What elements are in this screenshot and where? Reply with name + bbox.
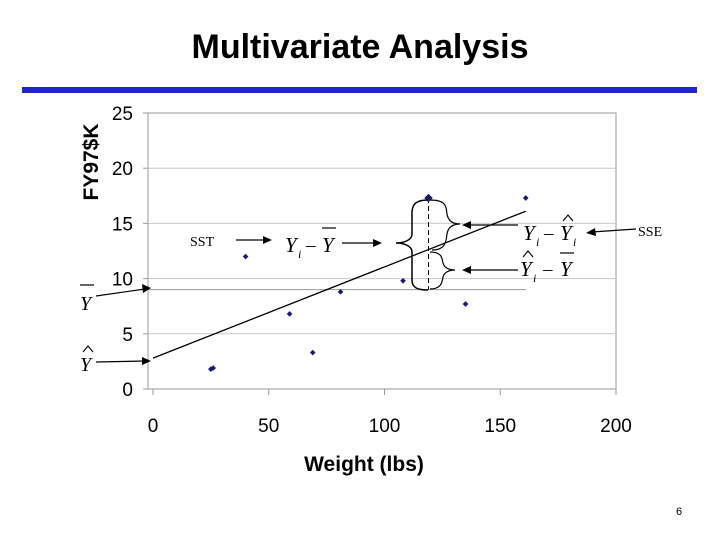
ybar-pointer-head: [142, 284, 151, 293]
y-tick-label: 20: [112, 159, 133, 180]
x-tick-label: 50: [258, 416, 279, 437]
yhat-axis-hat: [82, 345, 94, 353]
x-axis-label: Weight (lbs): [304, 453, 424, 476]
data-point: [337, 289, 344, 295]
minus-sign: –: [305, 235, 316, 256]
sse-label: SSE: [638, 225, 662, 240]
x-tick-label: 0: [148, 416, 159, 437]
regression-brace: [429, 251, 456, 290]
x-tick-marks: [152, 389, 617, 395]
ybar-pointer: [95, 288, 146, 297]
yhat-pointer: [95, 360, 146, 363]
hat-mark: [562, 214, 574, 222]
y-axis-label: FY97$K: [80, 123, 103, 200]
gridlines: [148, 167, 616, 335]
y-tick-label: 25: [112, 104, 133, 125]
data-point: [309, 349, 316, 356]
y-tick-label: 10: [112, 270, 133, 291]
plot-area: [147, 112, 617, 390]
sst-arrowhead: [263, 236, 272, 244]
y-tick-label: 15: [112, 214, 133, 235]
data-point: [522, 195, 529, 201]
total-deviation-formula: Y i – Y: [285, 227, 336, 261]
total-arrowhead: [373, 239, 382, 247]
yhat-axis-label: Y: [80, 354, 93, 376]
error-brace: [429, 199, 461, 251]
total-brace: [395, 199, 429, 291]
x-tick-label: 150: [484, 416, 516, 437]
yhat-subscript: i: [533, 271, 536, 285]
yi-subscript: i: [536, 235, 539, 249]
title-rule: [22, 87, 697, 93]
y-tick-label: 5: [122, 325, 133, 346]
error-deviation-formula: Y i – Y i: [523, 214, 576, 249]
sst-label: SST: [190, 235, 215, 250]
y-tick-labels: 0 5 10 15 20 25: [112, 104, 133, 401]
regression-deviation-formula: Y i – Y: [520, 250, 574, 285]
yhat-symbol: Y: [520, 257, 534, 281]
y-tick-marks: [143, 112, 148, 390]
yi-subscript: i: [298, 247, 301, 261]
yi-symbol: Y: [285, 233, 299, 257]
yhat-pointer-head: [142, 357, 151, 365]
ybar-symbol: Y: [560, 257, 574, 281]
sse-arrowhead: [586, 228, 596, 236]
x-tick-labels: 0 50 100 150 200: [148, 416, 632, 437]
ybar-symbol: Y: [322, 233, 336, 257]
sse-arrow: [591, 228, 637, 233]
slide-title: Multivariate Analysis: [191, 28, 529, 66]
yhat-symbol: Y: [560, 221, 574, 245]
error-arrowhead: [462, 221, 471, 229]
page-number: 6: [676, 506, 683, 518]
data-point: [286, 311, 293, 317]
regression-arrowhead: [462, 266, 471, 274]
yi-symbol: Y: [523, 221, 537, 245]
data-point: [462, 301, 469, 307]
x-tick-label: 100: [369, 416, 401, 437]
x-tick-label: 200: [600, 416, 632, 437]
data-points: [208, 193, 529, 372]
annotations: SST Y i – Y Y i – Y i SSE: [80, 199, 662, 376]
data-point: [400, 277, 406, 284]
minus-sign: –: [542, 259, 553, 280]
yhat-subscript: i: [573, 235, 576, 249]
hat-mark: [522, 250, 534, 258]
data-point: [210, 365, 217, 371]
y-tick-label: 0: [122, 380, 133, 401]
ybar-axis-label: Y: [80, 293, 93, 315]
data-point: [242, 253, 249, 260]
minus-sign: –: [543, 223, 554, 244]
regression-line: [152, 210, 526, 359]
data-point: [424, 193, 433, 203]
